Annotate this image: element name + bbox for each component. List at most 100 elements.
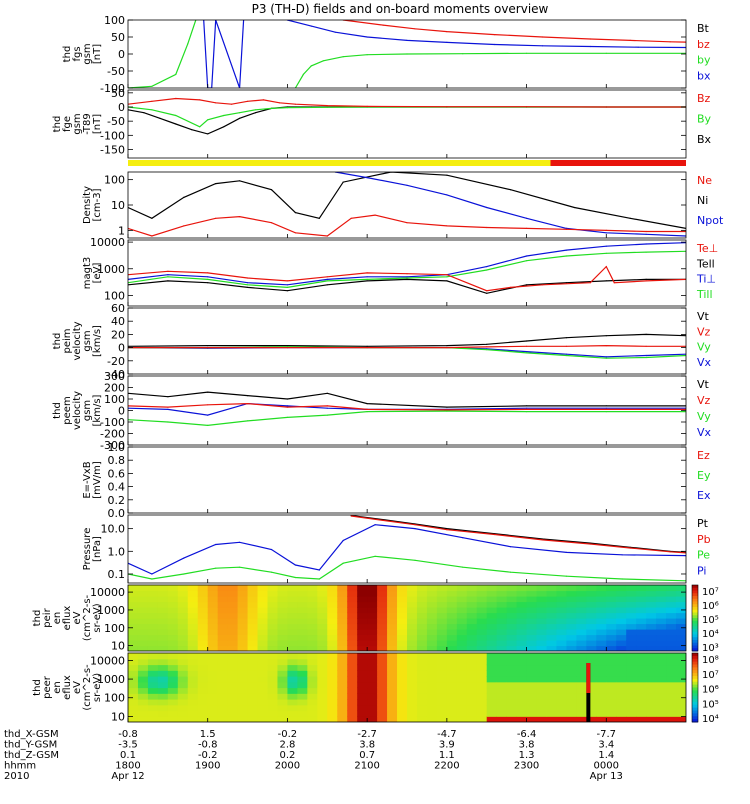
spectrogram-cell — [606, 676, 617, 683]
spectrogram-cell — [596, 699, 607, 706]
spectrogram-cell — [407, 664, 418, 671]
spectrogram-cell — [666, 676, 677, 683]
data-point — [239, 216, 241, 218]
spectrogram-cell — [397, 664, 408, 671]
data-point — [223, 126, 225, 128]
x-axis-tick-label: 0.7 — [359, 750, 375, 761]
spectrogram-cell — [606, 640, 617, 647]
data-point — [605, 357, 607, 359]
spectrogram-cell — [257, 658, 269, 666]
spectrogram-cell — [377, 704, 388, 712]
data-point — [446, 106, 448, 108]
spectrogram-cell — [337, 623, 348, 630]
spectrogram-cell — [576, 607, 587, 614]
spectrogram-cell — [207, 645, 219, 651]
x-axis-tick-label: 3.8 — [359, 740, 375, 751]
spectrogram-cell — [287, 629, 298, 636]
spectrogram-cell — [566, 612, 577, 619]
spectrogram-cell — [267, 681, 279, 689]
spectrogram-cell — [407, 623, 418, 630]
spectrogram-cell — [636, 664, 647, 671]
data-point — [207, 282, 209, 284]
spectrogram-cell — [307, 653, 318, 660]
spectrogram-cell — [466, 687, 478, 694]
spectrogram-cell — [397, 640, 408, 647]
spectrogram-cell — [167, 607, 179, 614]
legend-entry: Till — [696, 288, 713, 301]
spectrogram-cell — [207, 590, 219, 597]
spectrogram-cell — [217, 623, 229, 630]
colorbar-tick-label: 10⁵ — [702, 699, 719, 710]
data-point — [621, 578, 623, 580]
spectrogram-cell — [377, 634, 388, 641]
spectrogram-cell — [128, 653, 139, 660]
spectrogram-cell — [676, 640, 686, 647]
spectrogram-cell — [177, 634, 189, 641]
data-point — [406, 184, 408, 186]
data-point — [645, 333, 647, 335]
spectrogram-cell — [207, 664, 219, 671]
spectrogram-cell — [157, 645, 169, 651]
chart-title: P3 (TH-D) fields and on-board moments ov… — [252, 2, 549, 16]
spectrogram-cell — [466, 716, 478, 722]
spectrogram-cell — [426, 640, 438, 647]
spectrogram-cell — [576, 658, 587, 666]
spectrogram-cell — [377, 699, 388, 706]
spectrogram-cell — [157, 704, 169, 712]
spectrogram-cell — [466, 590, 478, 597]
series-line-Vt — [128, 333, 686, 347]
y-tick-label: 10000 — [90, 586, 125, 599]
spectrogram-cell — [546, 607, 558, 614]
legend-entry: Ex — [697, 489, 711, 502]
spectrogram-cell — [357, 681, 368, 689]
spectrogram-cell — [516, 676, 528, 683]
spectrogram-cell — [576, 653, 587, 660]
spectrogram-cell — [367, 670, 378, 677]
spectrogram-cell — [207, 623, 219, 630]
spectrogram-cell — [466, 629, 478, 636]
spectrogram-cell — [546, 601, 558, 608]
spectrogram-cell — [137, 670, 149, 677]
spectrogram-cell — [446, 699, 458, 706]
spectrogram-cell — [676, 704, 686, 712]
spectrogram-cell — [466, 704, 478, 712]
spectrogram-cell — [626, 710, 637, 717]
spectrogram-cell — [177, 687, 189, 694]
data-point — [446, 409, 448, 411]
x-axis-tick-label: -2.7 — [357, 729, 377, 740]
spectrogram-cell — [187, 612, 199, 619]
spectrogram-cell — [616, 623, 627, 630]
spectrogram-cell — [197, 704, 209, 712]
spectrogram-cell — [666, 704, 677, 712]
data-point — [175, 73, 177, 75]
spectrogram-cell — [466, 623, 478, 630]
spectrogram-cell — [596, 664, 607, 671]
spectrogram-cell — [297, 645, 308, 651]
spectrogram-cell — [167, 681, 179, 689]
spectrogram-cell — [357, 716, 368, 722]
spectrogram-cell — [616, 653, 627, 660]
colorbar-cell — [692, 637, 698, 641]
spectrogram-cell — [586, 623, 597, 630]
spectrogram-cell — [267, 618, 279, 625]
spectrogram-cell — [516, 658, 528, 666]
series-line-Till — [128, 250, 686, 289]
spectrogram-cell — [496, 607, 508, 614]
spectrogram-cell — [157, 716, 169, 722]
data-point — [374, 524, 376, 526]
data-point — [175, 97, 177, 100]
spectrogram-cell — [377, 664, 388, 671]
data-point — [565, 228, 568, 230]
data-point — [159, 117, 161, 119]
spectrogram-cell — [606, 618, 617, 625]
spectrogram-cell — [287, 670, 298, 677]
spectrogram-cell — [128, 612, 139, 619]
spectrogram-cell — [656, 664, 667, 671]
spectrogram-cell — [416, 634, 428, 641]
spectrogram-cell — [566, 670, 577, 677]
data-point — [207, 345, 209, 347]
spectrogram-cell — [636, 590, 647, 597]
spectrogram-cell — [436, 716, 448, 722]
y-axis-label: velocity — [72, 321, 83, 360]
